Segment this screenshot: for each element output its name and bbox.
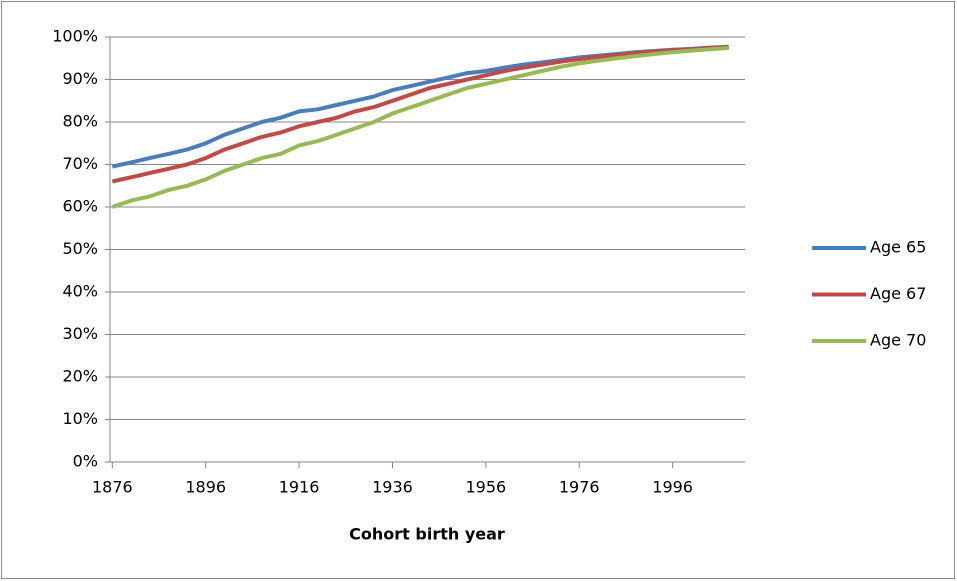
y-tick-label: 20%: [62, 367, 98, 386]
y-tick-label: 70%: [62, 154, 98, 173]
y-tick-label: 10%: [62, 409, 98, 428]
y-tick-label: 30%: [62, 324, 98, 343]
x-tick-label: 1936: [372, 478, 413, 497]
x-tick-label: 1876: [92, 478, 133, 497]
x-tick-label: 1896: [185, 478, 226, 497]
legend-label: Age 65: [870, 238, 926, 257]
x-tick-label: 1976: [559, 478, 600, 497]
x-tick-label: 1956: [466, 478, 507, 497]
legend-label: Age 70: [870, 331, 926, 350]
x-axis-title: Cohort birth year: [349, 525, 505, 544]
y-tick-label: 40%: [62, 282, 98, 301]
y-tick-label: 0%: [73, 452, 98, 471]
y-tick-label: 50%: [62, 239, 98, 258]
series-line: [111, 46, 729, 209]
y-tick-label: 80%: [62, 112, 98, 131]
y-tick-label: 90%: [62, 69, 98, 88]
y-tick-label: 60%: [62, 197, 98, 216]
legend-label: Age 67: [870, 284, 926, 303]
x-tick-label: 1996: [652, 478, 693, 497]
x-tick-label: 1916: [279, 478, 320, 497]
y-tick-label: 100%: [52, 27, 98, 46]
series-line: [111, 45, 729, 184]
